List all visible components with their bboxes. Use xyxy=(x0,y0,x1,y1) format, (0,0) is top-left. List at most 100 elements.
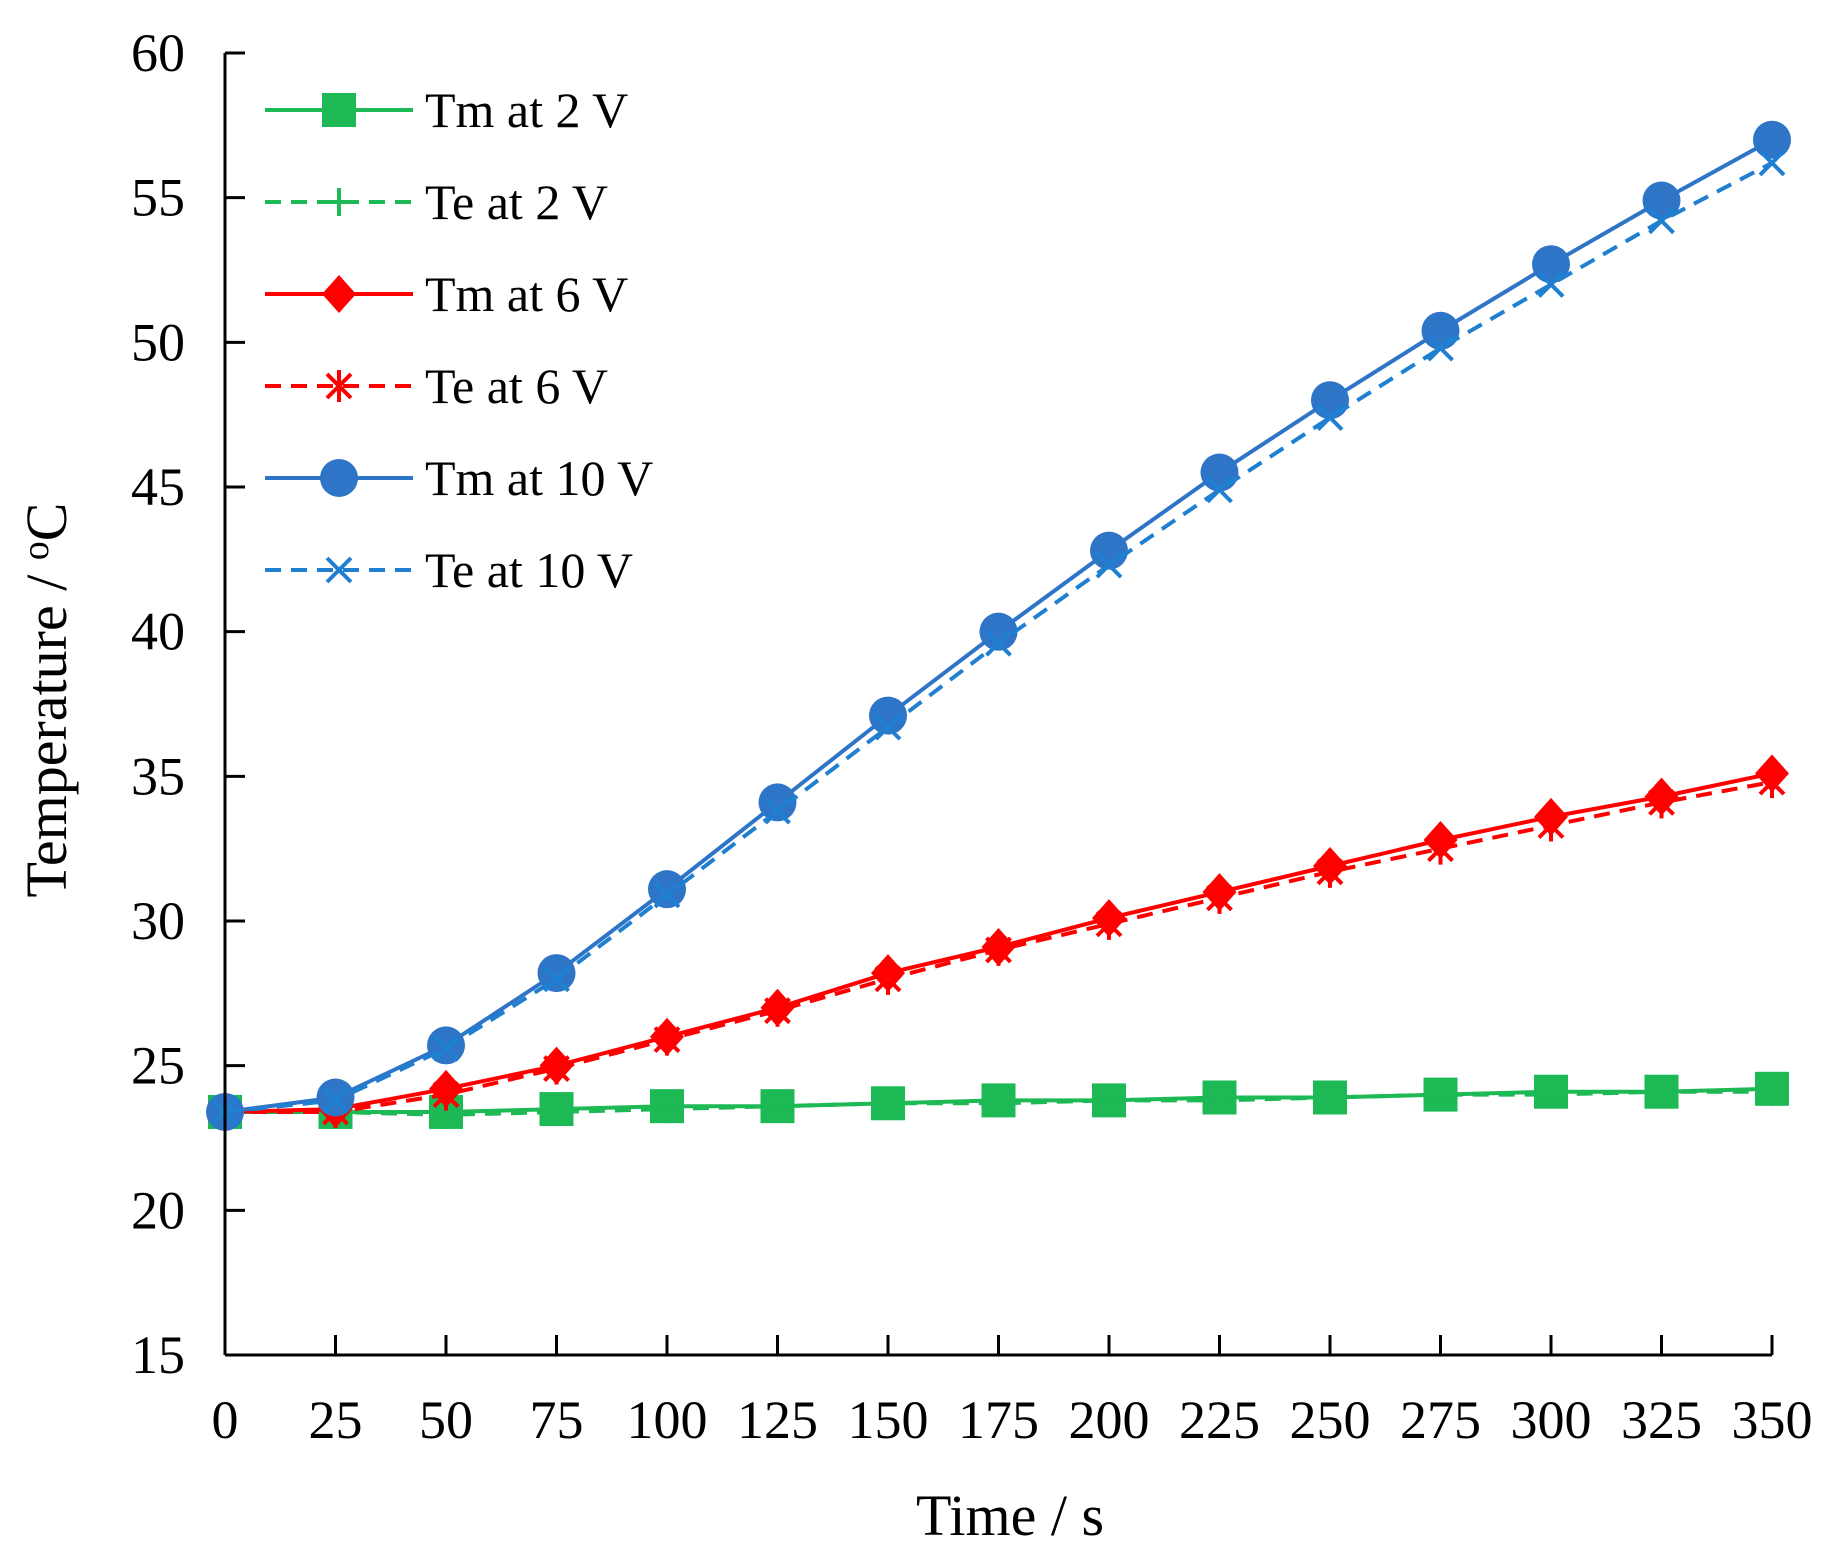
y-axis-title: Temperature / oC xyxy=(14,502,79,897)
x-axis-title: Time / s xyxy=(916,1483,1104,1548)
data-point xyxy=(1648,786,1675,819)
x-axis-ticks: 0 25 50 75 100 125 150 175 200 225 250 275 300 325 350 xyxy=(212,1335,1813,1450)
data-point xyxy=(874,962,902,995)
data-point xyxy=(1753,120,1791,159)
data-point xyxy=(1311,381,1349,420)
data-point xyxy=(1316,855,1344,888)
axes xyxy=(223,53,1772,1357)
legend-label: Tm at 6 V xyxy=(425,266,628,322)
legend-marker xyxy=(325,556,353,584)
y-tick-label: 20 xyxy=(131,1180,185,1240)
x-tick-label: 25 xyxy=(309,1390,363,1450)
data-point xyxy=(432,1078,460,1111)
data-point xyxy=(985,933,1012,966)
data-point xyxy=(1200,453,1239,492)
data-point xyxy=(1205,1086,1234,1115)
legend-marker xyxy=(322,275,356,313)
data-point xyxy=(648,870,686,909)
legend-marker xyxy=(325,188,353,216)
data-point xyxy=(869,696,907,735)
legend-entry: Tm at 10 V xyxy=(265,450,653,506)
data-point xyxy=(758,783,797,822)
legend-entry: Tm at 2 V xyxy=(265,82,628,138)
data-point xyxy=(1427,334,1454,362)
data-point xyxy=(764,994,791,1027)
data-point xyxy=(985,629,1012,657)
data-point xyxy=(1421,311,1460,350)
legend-entry: Tm at 6 V xyxy=(265,266,628,322)
legend-label: Tm at 2 V xyxy=(425,82,628,138)
legend-label: Te at 2 V xyxy=(425,174,608,230)
data-point xyxy=(1537,271,1565,298)
data-point xyxy=(1537,1080,1565,1109)
legend-entry: Te at 10 V xyxy=(265,542,633,598)
y-axis-title-main: Temperature / xyxy=(14,560,79,897)
data-point xyxy=(1095,551,1123,579)
data-point xyxy=(432,1034,460,1062)
legend-entry: Te at 2 V xyxy=(265,174,608,230)
y-tick-label: 25 xyxy=(131,1036,185,1096)
legend-label: Te at 10 V xyxy=(425,542,633,598)
y-tick-label: 40 xyxy=(131,602,185,662)
y-tick-label: 15 xyxy=(131,1325,185,1385)
data-point xyxy=(427,1026,465,1065)
x-tick-label: 325 xyxy=(1621,1390,1702,1450)
y-tick-label: 30 xyxy=(131,891,185,951)
y-tick-label: 45 xyxy=(131,457,185,517)
legend-label: Tm at 10 V xyxy=(425,450,653,506)
series-te-at-10-v xyxy=(211,149,1786,1126)
data-point xyxy=(1427,832,1454,865)
x-tick-label: 175 xyxy=(958,1390,1039,1450)
x-tick-label: 75 xyxy=(530,1390,584,1450)
legend: Tm at 2 V Te at 2 V Tm at 6 V Te at 6 V Tm a… xyxy=(265,82,653,598)
x-tick-label: 200 xyxy=(1069,1390,1150,1450)
data-point xyxy=(1206,881,1233,914)
y-axis-title-unit: C xyxy=(14,502,79,541)
data-point xyxy=(1090,531,1128,570)
y-tick-label: 55 xyxy=(131,168,185,228)
x-tick-label: 250 xyxy=(1290,1390,1371,1450)
x-tick-label: 150 xyxy=(848,1390,929,1450)
data-point xyxy=(543,965,570,993)
x-tick-label: 100 xyxy=(627,1390,708,1450)
x-tick-label: 225 xyxy=(1179,1390,1260,1450)
data-point xyxy=(1095,1086,1123,1115)
data-point xyxy=(764,797,791,825)
data-point xyxy=(543,1052,570,1085)
data-point xyxy=(763,1092,792,1121)
y-axis-title-degree: o xyxy=(15,541,57,560)
x-tick-label: 350 xyxy=(1732,1390,1813,1450)
legend-label: Te at 6 V xyxy=(425,358,608,414)
series-line xyxy=(225,1089,1772,1117)
y-tick-label: 50 xyxy=(131,312,185,372)
data-point xyxy=(542,1097,571,1126)
legend-entry: Te at 6 V xyxy=(265,358,608,414)
data-point xyxy=(1206,476,1233,504)
data-point xyxy=(1316,404,1344,431)
data-point xyxy=(1426,1080,1455,1109)
x-tick-label: 50 xyxy=(419,1390,473,1450)
data-point xyxy=(316,1078,355,1117)
legend-marker xyxy=(322,93,356,127)
data-point xyxy=(1758,1077,1786,1106)
data-point xyxy=(1316,1083,1344,1112)
data-point xyxy=(1537,809,1565,842)
data-point xyxy=(1095,907,1123,940)
x-tick-label: 125 xyxy=(737,1390,818,1450)
data-point xyxy=(1648,207,1675,235)
series-layer xyxy=(206,120,1791,1131)
data-point xyxy=(653,881,681,909)
x-tick-label: 275 xyxy=(1400,1390,1481,1450)
data-point xyxy=(653,1023,681,1056)
data-point xyxy=(979,612,1018,651)
data-point xyxy=(1758,766,1786,799)
data-point xyxy=(1758,149,1786,177)
legend-marker xyxy=(325,370,353,402)
data-point xyxy=(984,1089,1013,1118)
legend-marker xyxy=(320,459,358,497)
x-tick-label: 300 xyxy=(1511,1390,1592,1450)
data-point xyxy=(874,1089,902,1118)
y-tick-label: 60 xyxy=(131,23,185,83)
data-point xyxy=(653,1095,681,1124)
